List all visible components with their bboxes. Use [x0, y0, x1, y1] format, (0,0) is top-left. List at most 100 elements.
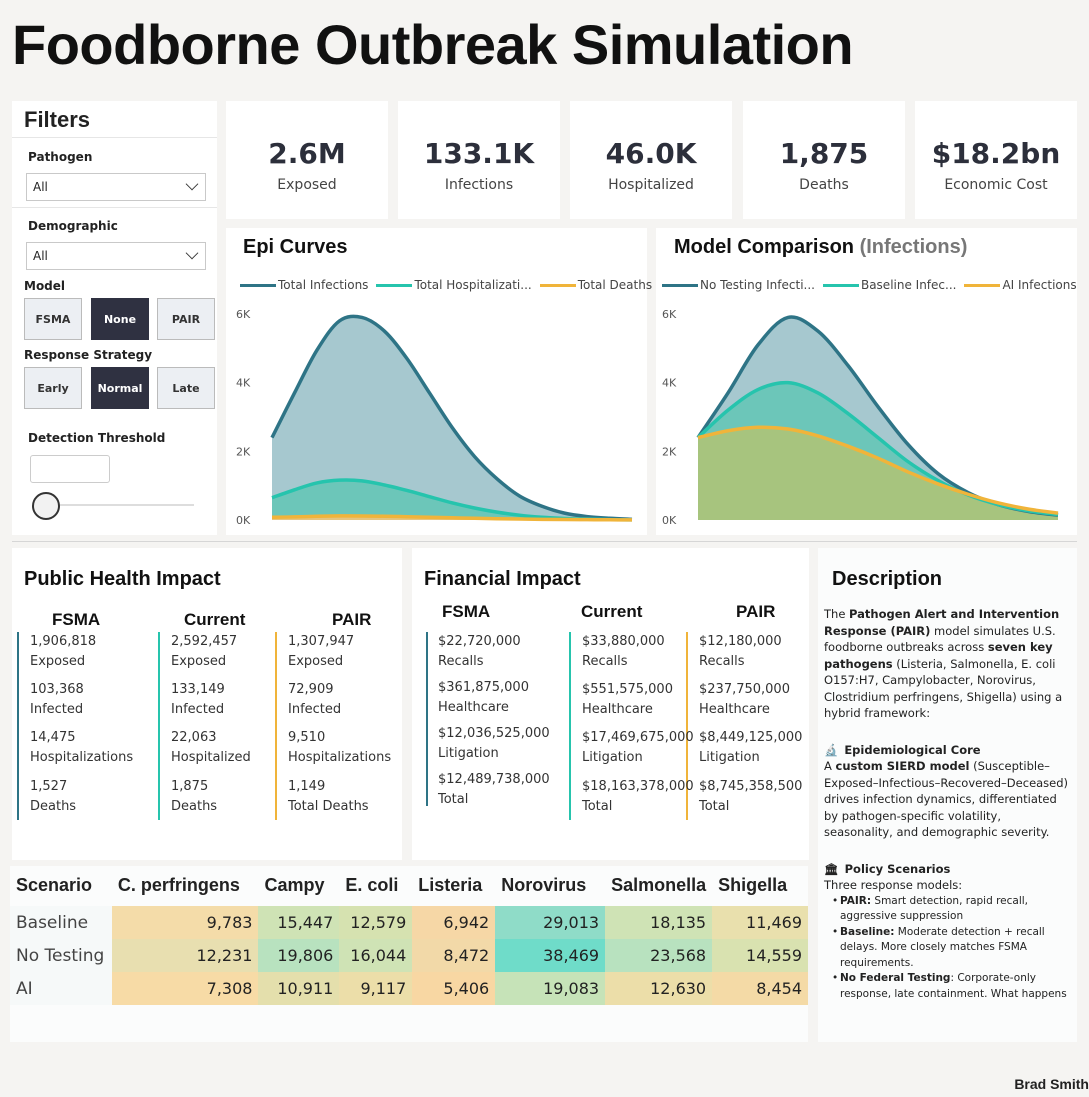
column-head-current: Current — [184, 610, 246, 629]
description-intro: The Pathogen Alert and Intervention Resp… — [824, 607, 1063, 720]
column-head-pair: PAIR — [736, 602, 776, 621]
table-cell: 7,308 — [111, 972, 259, 1005]
page-title: Foodborne Outbreak Simulation — [12, 13, 854, 76]
model-fsma-button[interactable]: FSMA — [24, 298, 82, 340]
model-none-button[interactable]: None — [91, 298, 149, 340]
table-row[interactable]: No Testing 12,231 19,806 16,044 8,472 38,469 2… — [10, 939, 808, 972]
model-comparison-title: Model Comparison (Infections) — [674, 236, 968, 258]
y-tick-label: 6K — [662, 308, 677, 321]
column-header[interactable]: C. perfringens — [117, 874, 240, 895]
policy-list: PAIR: Smart detection, rapid recall, agg… — [832, 894, 1072, 1003]
row-label: No Testing — [10, 939, 112, 972]
stat-block: 2,592,457 Exposed — [171, 634, 238, 669]
column-header[interactable]: Norovirus — [501, 874, 587, 895]
stat-block: $12,489,738,000 Total — [438, 772, 550, 807]
table-cell: 8,472 — [412, 939, 496, 972]
column-header[interactable]: Campy — [264, 874, 325, 895]
stat-block: 1,149 Total Deaths — [288, 779, 369, 814]
demographic-label: Demographic — [28, 219, 118, 233]
threshold-slider-track[interactable] — [46, 504, 194, 506]
legend-item: AI Infections — [964, 278, 1077, 292]
chevron-down-icon — [185, 177, 199, 191]
row-label: Baseline — [10, 906, 112, 939]
kpi-card-hospitalized: 46.0K Hospitalized — [570, 101, 732, 219]
response-early-button[interactable]: Early — [24, 367, 82, 409]
table-cell: 18,135 — [605, 906, 713, 939]
model-comparison-card: Model Comparison (Infections) No Testing… — [656, 228, 1077, 535]
legend-swatch — [662, 283, 698, 287]
model-comparison-subtitle: (Infections) — [859, 236, 968, 258]
pathogen-value: All — [33, 180, 48, 194]
stat-block: $18,163,378,000 Total — [582, 779, 694, 814]
stat-block: $12,036,525,000 Litigation — [438, 726, 550, 761]
column-header[interactable]: Listeria — [418, 874, 483, 895]
kpi-label: Economic Cost — [944, 177, 1048, 193]
detection-threshold-label: Detection Threshold — [28, 431, 166, 445]
stat-block: $237,750,000 Healthcare — [699, 682, 790, 717]
table-cell: 38,469 — [495, 939, 606, 972]
kpi-label: Deaths — [799, 177, 849, 193]
column-head-pair: PAIR — [332, 610, 372, 629]
table-row[interactable]: Baseline 9,783 15,447 12,579 6,942 29,013 18,1… — [10, 906, 808, 939]
kpi-value: 2.6M — [268, 137, 346, 170]
stat-block: $8,449,125,000 Litigation — [699, 730, 803, 765]
filters-panel: Filters Pathogen All Demographic All Mod… — [12, 101, 217, 535]
kpi-value: 133.1K — [423, 137, 535, 170]
stat-block: 1,906,818 Exposed — [30, 634, 97, 669]
column-header[interactable]: E. coli — [345, 874, 399, 895]
series-line — [697, 425, 1059, 515]
epi-legend: Total Infections Total Hospitalizati... … — [240, 278, 660, 292]
legend-item: Total Hospitalizati... — [376, 278, 532, 292]
model-legend: No Testing Infecti... Baseline Infec... … — [662, 278, 1085, 292]
table-cell: 6,942 — [412, 906, 496, 939]
stat-block: 22,063 Hospitalized — [171, 730, 251, 765]
table-row[interactable]: AI 7,308 10,911 9,117 5,406 19,083 12,630 8,454 — [10, 972, 808, 1005]
legend-swatch — [822, 283, 859, 287]
list-item: PAIR: Smart detection, rapid recall, agg… — [832, 894, 1072, 925]
pathogen-dropdown[interactable]: All — [26, 173, 206, 201]
column-accent-bar — [275, 632, 277, 820]
stat-block: 1,307,947 Exposed — [288, 634, 355, 669]
table-cell: 15,447 — [258, 906, 340, 939]
stat-block: $361,875,000 Healthcare — [438, 680, 529, 715]
series-area — [272, 480, 632, 520]
demographic-value: All — [33, 249, 48, 263]
detection-threshold-input[interactable] — [30, 455, 110, 483]
filters-title: Filters — [24, 107, 91, 132]
stat-block: $33,880,000 Recalls — [582, 634, 665, 669]
series-area — [272, 316, 632, 520]
kpi-label: Infections — [444, 177, 514, 193]
table-cell: 8,454 — [712, 972, 808, 1005]
response-late-button[interactable]: Late — [157, 367, 215, 409]
stat-block: 103,368 Infected — [30, 682, 84, 717]
model-comparison-chart: 0K 2K 4K 6K — [662, 308, 1059, 527]
stat-block: $12,180,000 Recalls — [699, 634, 782, 669]
epi-curves-title: Epi Curves — [243, 236, 348, 258]
public-health-title: Public Health Impact — [24, 568, 221, 590]
legend-item: Baseline Infec... — [822, 278, 956, 292]
table-cell: 10,911 — [258, 972, 340, 1005]
table-cell: 14,559 — [712, 939, 808, 972]
legend-item: Total Deaths — [539, 278, 652, 292]
kpi-value: 46.0K — [605, 137, 697, 170]
legend-swatch — [376, 283, 413, 287]
column-head-fsma: FSMA — [442, 602, 491, 621]
legend-swatch — [240, 283, 276, 287]
column-accent-bar — [686, 632, 688, 820]
kpi-value: 1,875 — [779, 137, 869, 170]
threshold-slider-handle[interactable] — [32, 492, 60, 520]
column-header[interactable]: Scenario — [16, 874, 93, 895]
column-header[interactable]: Salmonella — [611, 874, 707, 895]
table-cell: 23,568 — [605, 939, 713, 972]
microscope-icon: 🔬 — [824, 742, 839, 757]
column-header[interactable]: Shigella — [718, 874, 788, 895]
list-item: Baseline: Moderate detection + recall de… — [832, 925, 1072, 972]
scenario-table-card: Scenario C. perfringens Campy E. coli Li… — [10, 866, 808, 1042]
model-pair-button[interactable]: PAIR — [157, 298, 215, 340]
stat-block: $551,575,000 Healthcare — [582, 682, 673, 717]
demographic-dropdown[interactable]: All — [26, 242, 206, 270]
response-normal-button[interactable]: Normal — [91, 367, 149, 409]
column-accent-bar — [569, 632, 571, 820]
financial-impact-card: Financial Impact FSMA Current PAIR $22,7… — [412, 548, 809, 860]
stat-block: 72,909 Infected — [288, 682, 342, 717]
